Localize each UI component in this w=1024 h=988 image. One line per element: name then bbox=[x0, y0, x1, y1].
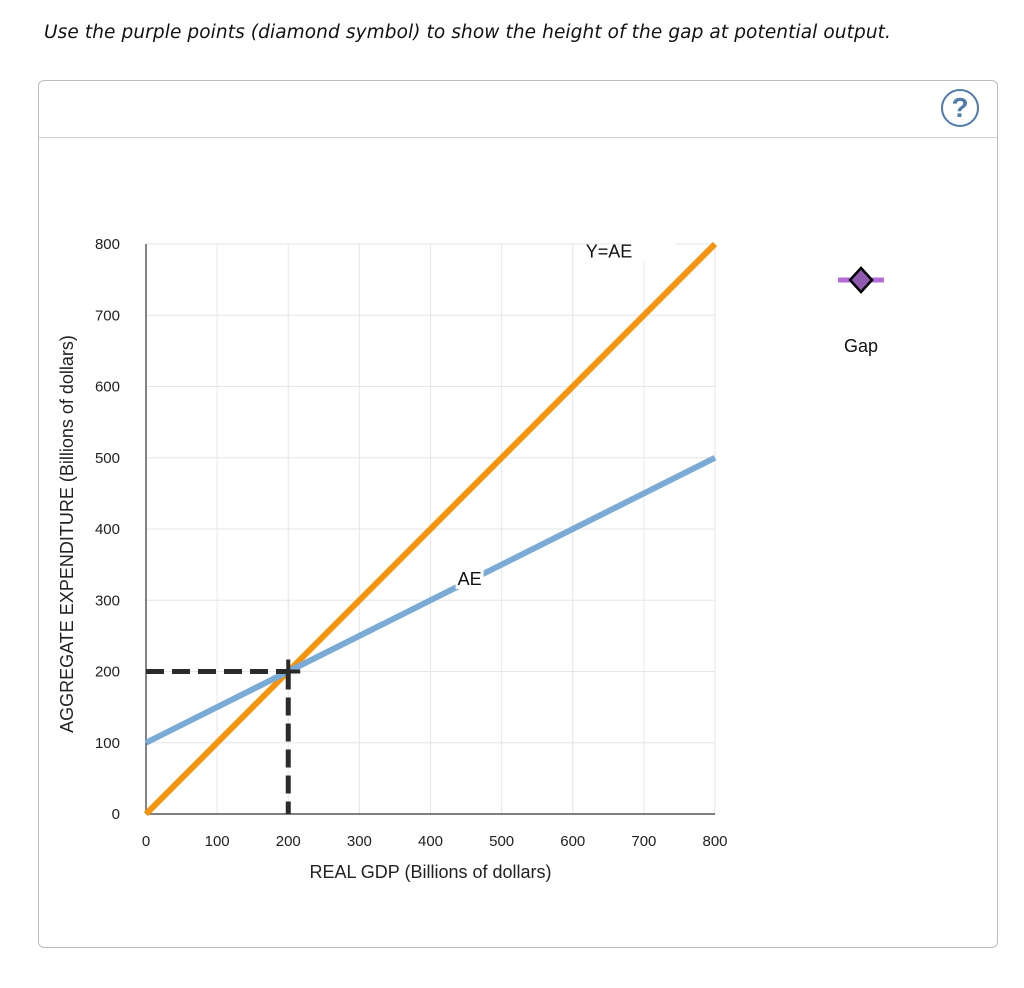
x-tick-label: 700 bbox=[631, 833, 656, 850]
gap-tool-label: Gap bbox=[844, 336, 878, 356]
series-line-y-ae[interactable] bbox=[143, 241, 718, 817]
y-tick-label: 500 bbox=[95, 450, 120, 467]
y-tick-label: 100 bbox=[95, 735, 120, 752]
diamond-icon[interactable] bbox=[848, 266, 874, 294]
series-label-bg bbox=[625, 241, 676, 262]
x-tick-label: 200 bbox=[276, 833, 301, 850]
y-axis-title: AGGREGATE EXPENDITURE (Billions of dolla… bbox=[57, 335, 77, 733]
y-tick-label: 400 bbox=[95, 521, 120, 538]
x-tick-label: 400 bbox=[418, 833, 443, 850]
x-tick-label: 100 bbox=[205, 833, 230, 850]
series-label: Y=AE bbox=[586, 241, 633, 261]
y-tick-label: 700 bbox=[95, 307, 120, 324]
y-tick-label: 0 bbox=[112, 806, 120, 823]
graph-panel: ? bbox=[38, 80, 998, 948]
x-tick-label: 0 bbox=[142, 833, 150, 850]
series-line-ae[interactable] bbox=[144, 455, 717, 746]
x-tick-label: 600 bbox=[560, 833, 585, 850]
y-tick-label: 200 bbox=[95, 664, 120, 681]
labels: 0 100 200 300 400 500 600 700 800 0 100 200 300 400 50… bbox=[57, 236, 728, 882]
y-tick-label: 600 bbox=[95, 379, 120, 396]
axes bbox=[145, 244, 715, 815]
guide-lines bbox=[146, 659, 301, 814]
panel-header: ? bbox=[39, 81, 997, 138]
instruction-text: Use the purple points (diamond symbol) t… bbox=[44, 22, 891, 43]
gap-tool[interactable]: Gap bbox=[838, 266, 884, 356]
x-tick-label: 800 bbox=[702, 833, 727, 850]
x-tick-label: 500 bbox=[489, 833, 514, 850]
help-button[interactable]: ? bbox=[941, 89, 979, 127]
y-tick-label: 300 bbox=[95, 592, 120, 609]
x-axis-title: REAL GDP (Billions of dollars) bbox=[309, 862, 551, 882]
series-label-bg bbox=[455, 569, 484, 589]
x-tick-label: 300 bbox=[347, 833, 372, 850]
y-tick-label: 800 bbox=[95, 236, 120, 253]
series bbox=[143, 241, 718, 817]
series-label: AE bbox=[458, 569, 482, 589]
